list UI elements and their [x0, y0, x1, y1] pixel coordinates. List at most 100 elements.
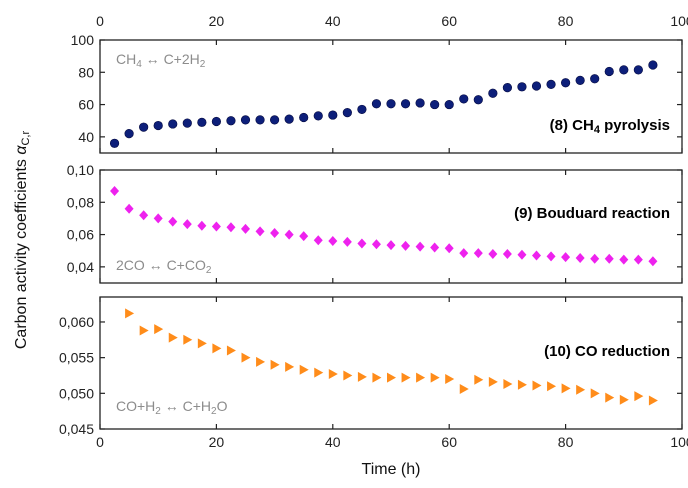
data-point — [473, 95, 483, 105]
data-point — [357, 104, 367, 115]
data-point — [648, 395, 658, 406]
data-point — [241, 352, 251, 363]
data-point — [212, 343, 222, 354]
equation-part: 2 — [206, 265, 212, 276]
y-tick-label: 40 — [78, 129, 94, 145]
data-point — [546, 79, 556, 89]
panel-equation: CO+H2 ↔ C+H2O — [116, 398, 228, 417]
panel-frame — [99, 169, 683, 284]
y-tick-label: 0,08 — [67, 194, 94, 210]
x-tick-label-top: 60 — [441, 13, 457, 29]
y-tick-label: 80 — [78, 64, 94, 80]
data-point — [372, 372, 382, 383]
data-point — [387, 372, 396, 383]
data-point — [342, 108, 352, 118]
data-point — [371, 99, 382, 109]
data-point — [576, 384, 586, 395]
x-axis-title: Time (h) — [362, 461, 421, 478]
data-point — [444, 99, 454, 110]
data-point — [313, 235, 323, 246]
data-point — [517, 379, 527, 390]
data-point — [488, 88, 498, 98]
data-point — [459, 94, 469, 104]
data-point — [532, 380, 542, 391]
data-point — [168, 119, 178, 129]
panel-frame — [99, 39, 683, 154]
data-point — [604, 253, 614, 264]
equation-part: ↔ C+2H — [142, 51, 200, 67]
data-point — [430, 372, 440, 383]
data-point — [415, 241, 425, 252]
equation-part: 2CO ↔ C+CO — [116, 257, 206, 273]
data-point — [488, 376, 498, 387]
data-point — [400, 99, 411, 109]
data-point — [226, 222, 236, 233]
panel-label-part: (10) CO reduction — [544, 343, 670, 360]
x-tick-label-bottom: 100 — [670, 434, 688, 450]
data-point — [256, 356, 266, 367]
data-point — [605, 392, 615, 403]
y-axis-title: Carbon activity coefficients αC,r — [13, 131, 32, 350]
data-point — [560, 78, 571, 88]
y-tick-label: 60 — [78, 97, 94, 113]
y-axis-title-text: Carbon activity coefficients — [13, 155, 30, 349]
data-point — [546, 251, 556, 262]
panel-frame — [99, 296, 683, 430]
equation-part: ↔ C+H — [161, 398, 211, 414]
data-point — [590, 253, 600, 264]
equation-part: 2 — [155, 406, 161, 417]
data-point — [386, 240, 396, 251]
equation-part: 2 — [200, 59, 206, 70]
data-point — [124, 129, 134, 139]
data-point — [240, 115, 251, 125]
y-tick-label: 100 — [71, 32, 95, 48]
data-point — [386, 99, 396, 109]
data-point — [255, 226, 265, 237]
data-point — [532, 250, 541, 261]
x-tick-label-bottom: 20 — [209, 434, 225, 450]
equation-part: CO+H — [116, 398, 155, 414]
data-point — [255, 115, 265, 125]
data-point — [488, 248, 498, 259]
data-point — [343, 370, 353, 381]
data-point — [328, 236, 338, 247]
y-tick-label: 0,045 — [59, 421, 94, 437]
data-point — [153, 213, 163, 224]
data-point — [226, 116, 236, 126]
x-tick-label-bottom: 60 — [441, 434, 457, 450]
data-point — [590, 388, 600, 399]
y-axis-title-symbol: α — [13, 145, 30, 155]
panel-label-part: pyrolysis — [600, 117, 670, 134]
panel-3: 0,045 0,050 0,055 0,060 (10) CO reduction CO+… — [59, 296, 683, 437]
data-point — [634, 391, 644, 402]
data-point — [241, 223, 250, 234]
data-point — [619, 394, 629, 405]
data-point — [590, 74, 600, 84]
y-tick-label: 0,055 — [59, 350, 94, 366]
data-point — [401, 372, 411, 383]
data-point — [459, 384, 469, 395]
data-point — [124, 203, 134, 214]
data-point — [342, 236, 352, 247]
data-point — [110, 185, 120, 196]
data-point — [270, 359, 280, 370]
data-point — [328, 110, 338, 120]
data-point — [357, 371, 367, 382]
equation-part: 4 — [136, 59, 142, 70]
y-axis-title-subscript: C,r — [20, 131, 32, 146]
data-point — [197, 117, 207, 127]
x-tick-label-bottom: 0 — [96, 434, 104, 450]
data-point — [270, 227, 280, 238]
data-point — [226, 345, 236, 356]
data-point — [633, 254, 643, 265]
data-point — [168, 216, 178, 227]
data-point — [648, 60, 658, 70]
data-point — [503, 379, 513, 390]
data-point — [168, 332, 178, 343]
data-point — [139, 210, 149, 221]
panel-label-part: (8) CH — [550, 117, 594, 134]
data-point — [415, 98, 425, 108]
data-point — [517, 249, 527, 260]
x-tick-label-top: 0 — [96, 13, 104, 29]
